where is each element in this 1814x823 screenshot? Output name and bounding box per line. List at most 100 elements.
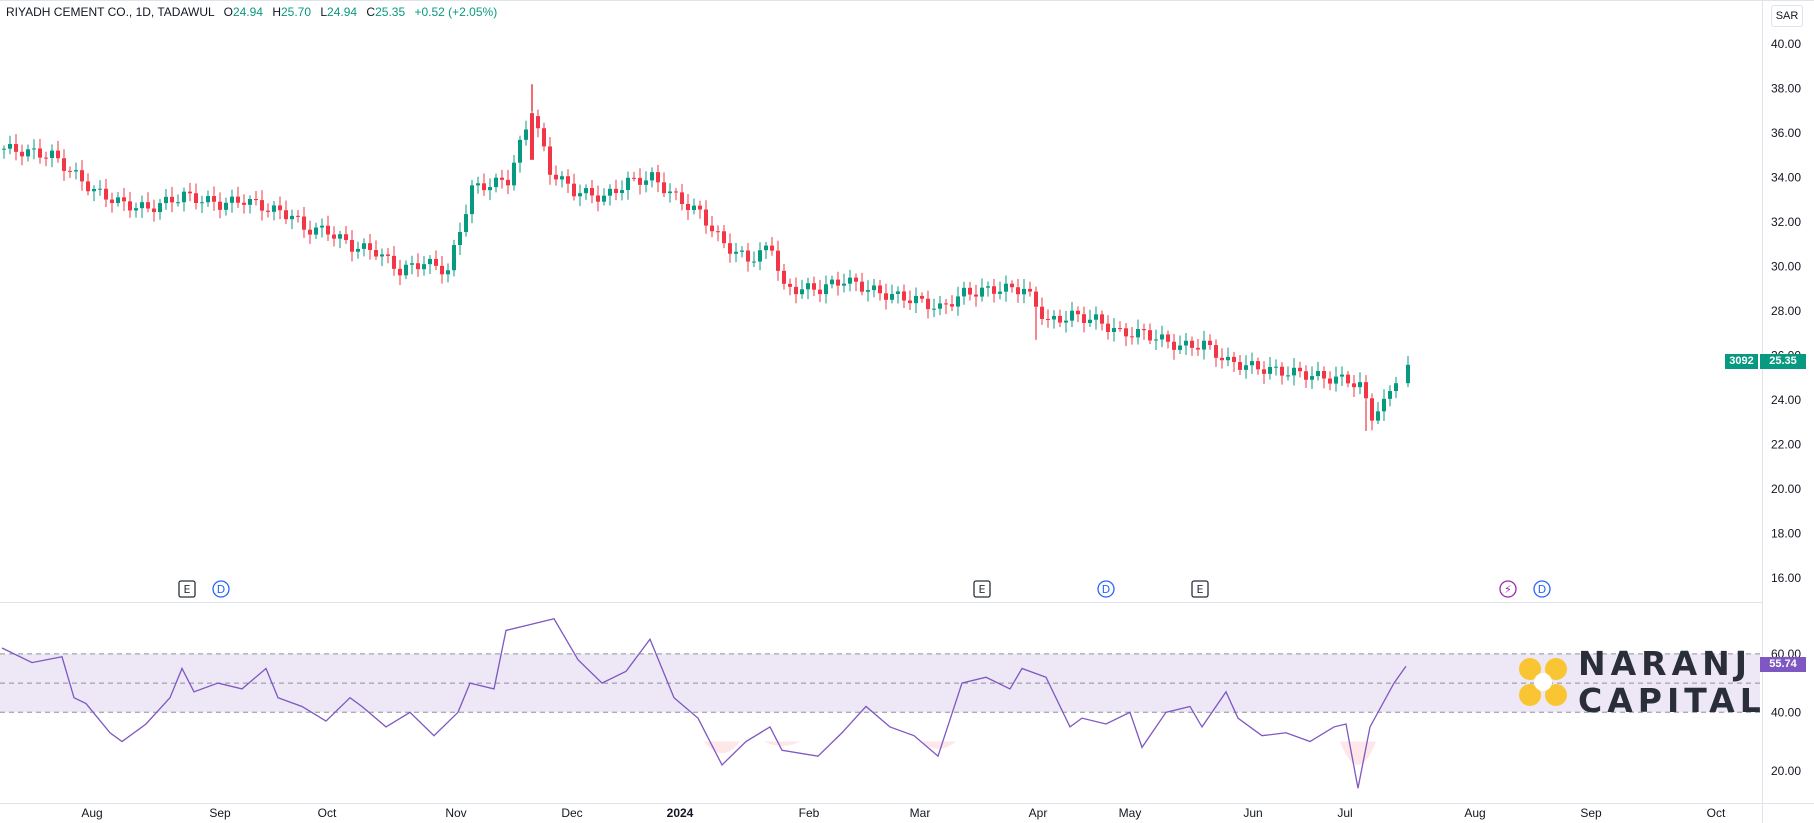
candle-body: [1100, 314, 1104, 324]
candle-body: [986, 286, 990, 288]
candle-body: [734, 251, 738, 254]
marker-dividend-icon[interactable]: D: [212, 580, 230, 598]
candle-body: [122, 197, 126, 202]
candle-body: [1034, 291, 1038, 307]
close-label: C: [366, 5, 376, 19]
price-tick-label: 40.00: [1771, 37, 1801, 51]
candle-body: [548, 146, 552, 175]
rsi-oversold-fill: [764, 741, 800, 746]
open-label: O: [223, 5, 233, 19]
candle-body: [410, 263, 414, 265]
candle-body: [194, 193, 198, 204]
candle-body: [206, 196, 210, 203]
candle-body: [884, 293, 888, 300]
candle-body: [572, 183, 576, 197]
candle-body: [266, 210, 270, 212]
candle-body: [764, 245, 768, 251]
candle-body: [1280, 366, 1284, 376]
candle-body: [908, 300, 912, 304]
candle-body: [956, 296, 960, 307]
candle-body: [878, 285, 882, 294]
candle-body: [248, 199, 252, 205]
candle-body: [398, 268, 402, 276]
candle-body: [434, 258, 438, 266]
candle-body: [536, 116, 540, 129]
time-tick-label: Mar: [910, 806, 931, 820]
candle-body: [860, 281, 864, 292]
candle-body: [1364, 382, 1368, 399]
marker-dividend-icon[interactable]: D: [1533, 580, 1551, 598]
candle-body: [428, 258, 432, 265]
candle-body: [902, 291, 906, 301]
candle-body: [128, 201, 132, 211]
candle-body: [530, 113, 534, 160]
marker-earnings-icon[interactable]: E: [1191, 580, 1209, 598]
candle-body: [992, 286, 996, 294]
candle-body: [1304, 371, 1308, 380]
candle-body: [92, 188, 96, 192]
candle-body: [1040, 306, 1044, 319]
candle-body: [8, 144, 12, 149]
candle-body: [620, 190, 624, 194]
candle-body: [776, 250, 780, 271]
candle-body: [392, 255, 396, 269]
candle-body: [1160, 334, 1164, 340]
candle-body: [302, 216, 306, 230]
candle-body: [200, 202, 204, 204]
candle-body: [578, 193, 582, 197]
candle-body: [284, 210, 288, 220]
candle-body: [824, 284, 828, 295]
candle-body: [1220, 357, 1224, 361]
candle-body: [566, 176, 570, 184]
symbol-title[interactable]: RIYADH CEMENT CO., 1D, TADAWUL: [6, 5, 215, 19]
candle-body: [1232, 356, 1236, 363]
candle-body: [590, 188, 594, 196]
candle-body: [104, 188, 108, 200]
marker-earnings-icon[interactable]: E: [178, 580, 196, 598]
candle-body: [1016, 287, 1020, 295]
candle-body: [1310, 376, 1314, 380]
rsi-oversold-fill: [704, 741, 740, 754]
candle-body: [1184, 340, 1188, 346]
candle-body: [1268, 366, 1272, 374]
event-markers[interactable]: E D E D E ⚡ D: [178, 580, 1551, 598]
candle-body: [1088, 319, 1092, 323]
candle-body: [800, 289, 804, 295]
candle-body: [518, 139, 522, 163]
candle-body: [254, 199, 258, 201]
rsi-oversold-fill: [1340, 741, 1376, 765]
currency-selector[interactable]: SAR: [1771, 5, 1803, 27]
rsi-value-tag: 55.74: [1760, 657, 1806, 672]
rsi-tick-label: 20.00: [1771, 764, 1801, 778]
time-tick-label: Dec: [561, 806, 582, 820]
time-scale[interactable]: Aug Sep Oct Nov Dec 2024 Feb Mar Apr May Jun Jul Aug…: [81, 806, 1726, 820]
candle-body: [680, 192, 684, 204]
price-tick-label: 24.00: [1771, 393, 1801, 407]
candle-body: [1376, 411, 1380, 421]
logo-line-2: CAPITAL: [1578, 681, 1766, 720]
candle-body: [944, 303, 948, 305]
candle-body: [644, 180, 648, 185]
candle-body: [350, 240, 354, 252]
candle-body: [914, 295, 918, 304]
candle-body: [1352, 383, 1356, 388]
candle-body: [170, 196, 174, 203]
marker-earnings-icon[interactable]: E: [973, 580, 991, 598]
candle-body: [788, 283, 792, 287]
candle-body: [716, 231, 720, 233]
candle-body: [290, 215, 294, 220]
candle-body: [1118, 328, 1122, 330]
candlestick-series: [2, 84, 1410, 432]
candle-body: [158, 203, 162, 213]
marker-dividend-icon[interactable]: D: [1097, 580, 1115, 598]
candle-body: [146, 202, 150, 209]
candle-body: [1148, 330, 1152, 341]
marker-split-icon[interactable]: ⚡: [1499, 580, 1517, 598]
candle-body: [926, 298, 930, 310]
candle-body: [1286, 375, 1290, 377]
candle-body: [488, 187, 492, 191]
time-tick-label: Jul: [1337, 806, 1352, 820]
candle-body: [560, 176, 564, 180]
candle-body: [1112, 328, 1116, 332]
